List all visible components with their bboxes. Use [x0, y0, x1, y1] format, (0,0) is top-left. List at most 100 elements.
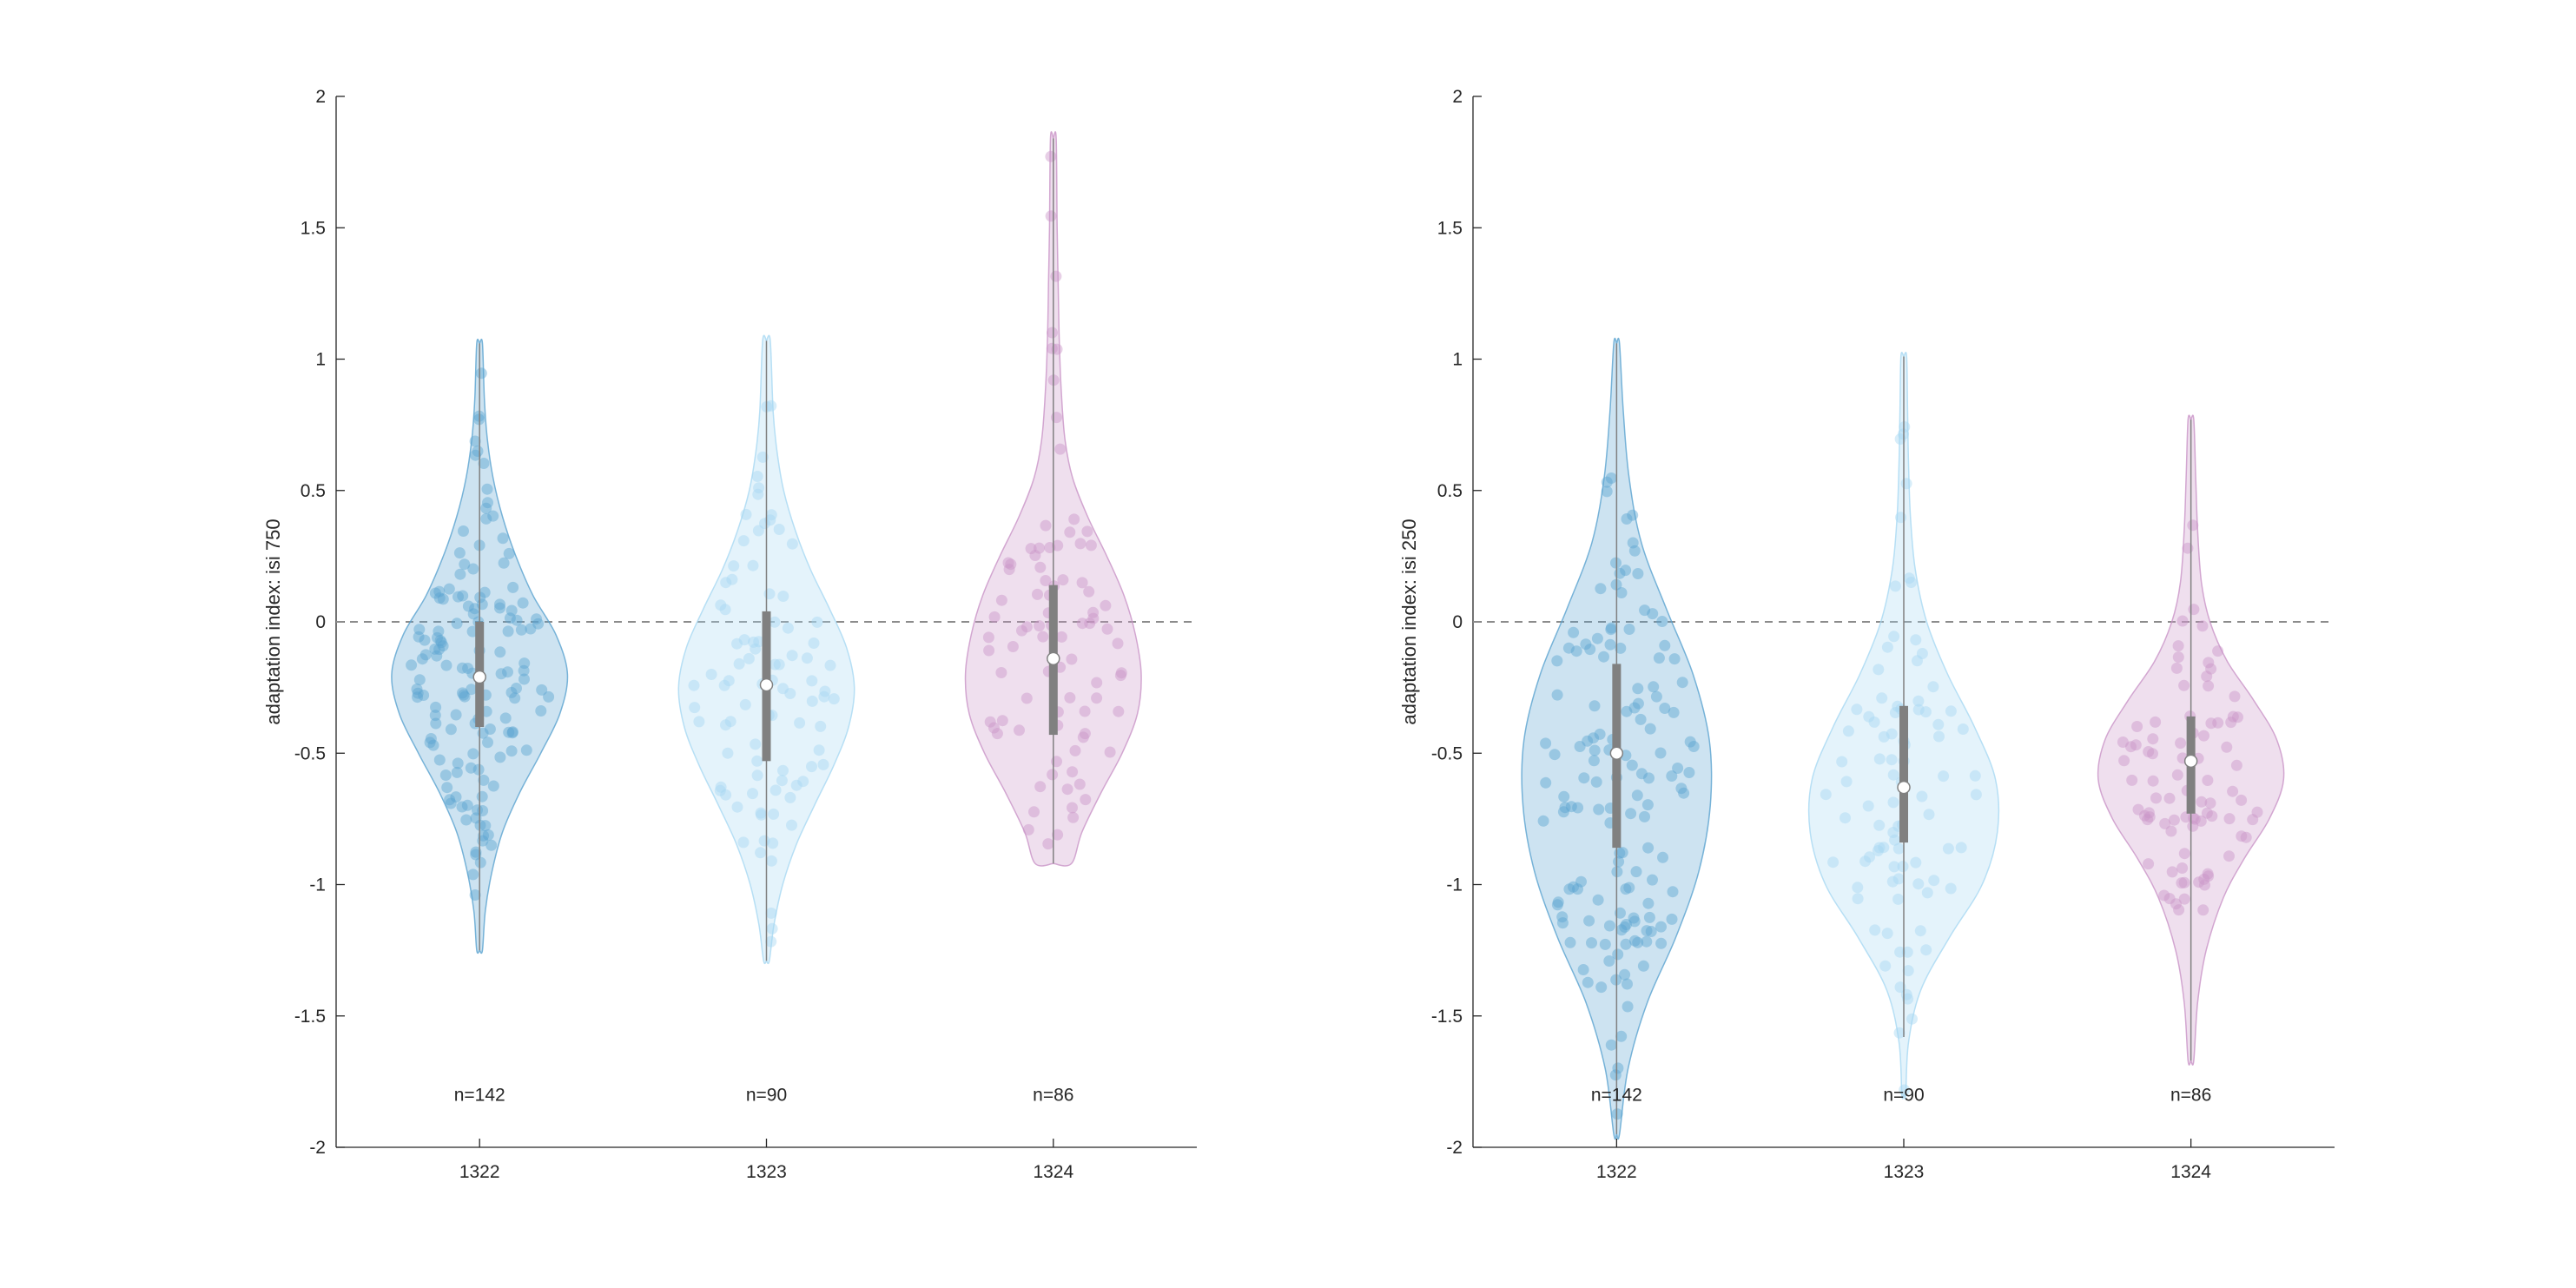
data-point [1650, 690, 1662, 703]
y-tick-label: -1 [309, 875, 326, 895]
data-point [520, 744, 532, 756]
data-point [1655, 747, 1667, 759]
data-point [739, 698, 751, 710]
data-point [1868, 716, 1880, 728]
data-point [1895, 512, 1906, 524]
data-point [2202, 775, 2214, 786]
data-point [475, 367, 487, 380]
data-point [1881, 928, 1893, 940]
data-point [452, 591, 464, 603]
data-point [1864, 851, 1875, 863]
data-point [419, 634, 431, 646]
data-point [2206, 810, 2218, 822]
data-point [1051, 343, 1063, 355]
data-point [1621, 513, 1633, 525]
data-point [1615, 924, 1628, 936]
data-point [1591, 632, 1603, 644]
data-point [2178, 679, 2190, 691]
data-point [1912, 878, 1925, 890]
data-point [982, 631, 994, 644]
data-point [413, 631, 425, 643]
violin-1324 [964, 131, 1142, 867]
data-point [1851, 703, 1863, 716]
data-point [1042, 838, 1054, 850]
data-point [1104, 746, 1116, 758]
data-point [466, 684, 478, 696]
data-point [1034, 542, 1045, 554]
data-point [1688, 741, 1700, 752]
data-point [740, 508, 752, 520]
x-tick-label: 1323 [1884, 1162, 1925, 1182]
data-point [815, 720, 827, 732]
data-point [1894, 946, 1906, 958]
data-point [427, 739, 439, 751]
data-point [470, 846, 482, 858]
data-point [1588, 732, 1600, 744]
data-point [1879, 960, 1892, 972]
data-point [2125, 741, 2137, 753]
data-point [2143, 858, 2155, 870]
data-point [988, 722, 1000, 734]
data-point [1641, 935, 1653, 948]
data-point [1668, 653, 1681, 665]
violin-1324 [2097, 414, 2285, 1066]
data-point [495, 668, 507, 680]
data-point [2117, 736, 2129, 748]
data-point [1551, 689, 1563, 701]
data-point [1942, 842, 1954, 855]
data-point [1620, 883, 1632, 895]
data-point [1628, 912, 1640, 924]
data-point [1605, 472, 1617, 484]
data-point [1820, 789, 1832, 801]
data-point [494, 602, 505, 614]
data-point [784, 688, 796, 699]
data-point [2142, 814, 2154, 826]
data-point [1916, 790, 1928, 803]
data-point [1889, 580, 1901, 592]
data-point [1862, 800, 1874, 812]
data-point [1003, 564, 1015, 576]
data-point [2150, 792, 2162, 804]
data-point [2163, 893, 2176, 905]
median-marker [759, 677, 774, 692]
data-point [718, 679, 730, 691]
data-point [2229, 690, 2241, 703]
data-point [2196, 620, 2209, 632]
data-point [1605, 622, 1617, 634]
data-point [1628, 935, 1641, 947]
data-point [411, 684, 423, 695]
data-point [1552, 896, 1564, 908]
data-point [1014, 724, 1025, 736]
data-point [1083, 585, 1095, 598]
data-point [487, 780, 499, 792]
data-point [1920, 944, 1932, 956]
data-point [433, 592, 446, 604]
data-point [424, 736, 436, 749]
data-point [2205, 717, 2217, 730]
x-tick-label: 1324 [1033, 1162, 1073, 1182]
data-point [433, 644, 446, 656]
data-point [467, 748, 479, 760]
data-point [412, 691, 424, 703]
data-point [1028, 806, 1040, 818]
data-point [765, 855, 777, 867]
data-point [1113, 705, 1125, 717]
data-point [2221, 741, 2233, 753]
data-point [1635, 713, 1647, 725]
data-point [1840, 776, 1853, 788]
data-point [1639, 604, 1651, 617]
data-point [747, 559, 759, 571]
data-point [467, 608, 479, 620]
data-point [1079, 705, 1091, 717]
data-point [1921, 887, 1933, 899]
data-point [419, 649, 432, 661]
data-point [525, 623, 537, 635]
data-point [2247, 814, 2259, 826]
data-point [462, 663, 474, 674]
data-point [1559, 802, 1571, 814]
data-point [1079, 728, 1091, 740]
data-point [1916, 648, 1928, 659]
data-point [535, 705, 547, 717]
data-point [1045, 150, 1057, 162]
data-point [1655, 937, 1668, 949]
